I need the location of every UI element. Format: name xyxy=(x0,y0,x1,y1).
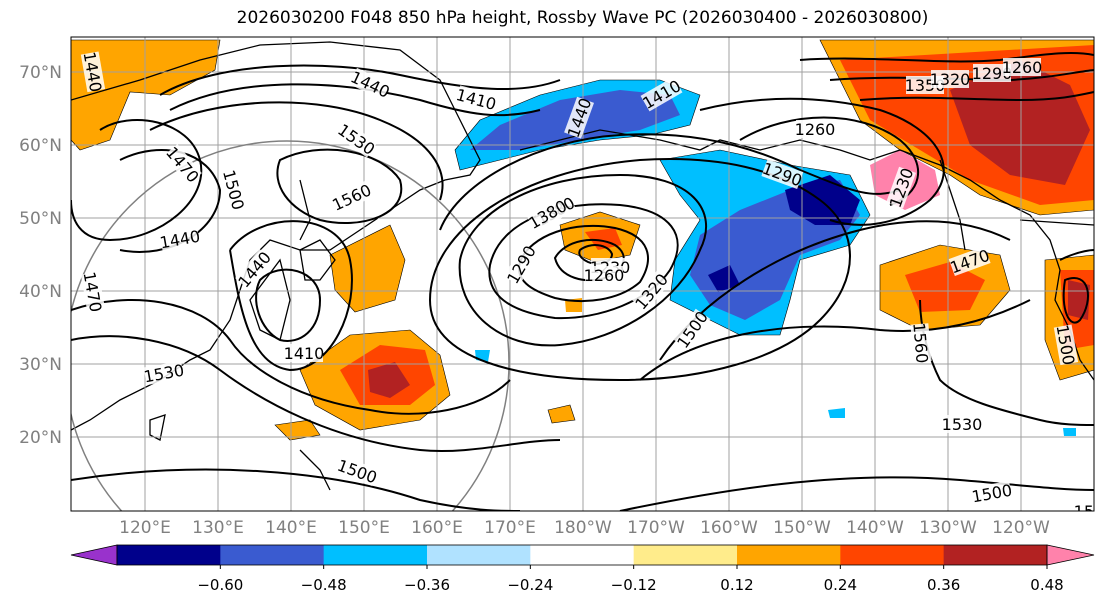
longitude-tick-label: 130°E xyxy=(192,518,244,538)
coastlines xyxy=(71,41,1094,491)
longitude-tick-labels: 120°E 130°E 140°E 150°E 160°E 170°E 180°W 170°W… xyxy=(119,518,1050,538)
colorbar-segment xyxy=(737,545,841,565)
longitude-tick-label: 150°E xyxy=(338,518,390,538)
colorbar-segment xyxy=(220,545,325,565)
latitude-tick-label: 40°N xyxy=(19,282,62,302)
latitude-tick-label: 50°N xyxy=(19,209,62,229)
latitude-tick-label: 30°N xyxy=(19,355,62,375)
colorbar-segment xyxy=(117,545,221,565)
colorbar-segment xyxy=(530,545,635,565)
contour-label: 1260 xyxy=(584,266,625,285)
colorbar-tick-label: −0.36 xyxy=(404,576,450,594)
longitude-tick-label: 150°W xyxy=(773,518,831,538)
longitude-tick-label: 170°E xyxy=(484,518,536,538)
contour-label: 1500 xyxy=(970,481,1013,507)
colorbar-tick-label: −0.60 xyxy=(197,576,243,594)
range-ring xyxy=(71,140,510,511)
colorbar-segment xyxy=(840,545,945,565)
longitude-tick-label: 120°E xyxy=(119,518,171,538)
contour-label: 1260 xyxy=(1002,58,1043,77)
colorbar-tick-label: −0.24 xyxy=(507,576,553,594)
colorbar-tick-label: 0.12 xyxy=(720,576,753,594)
latitude-tick-label: 70°N xyxy=(19,63,62,83)
colorbar-tick-label: −0.12 xyxy=(611,576,657,594)
colorbar-segment xyxy=(633,545,738,565)
map-title: 2026030200 F048 850 hPa height, Rossby W… xyxy=(236,8,929,28)
longitude-tick-label: 140°W xyxy=(846,518,904,538)
colorbar-tick-label: 0.36 xyxy=(927,576,960,594)
contour-label: 1530 xyxy=(942,415,983,434)
colorbar-segment xyxy=(323,545,428,565)
longitude-tick-label: 180°W xyxy=(554,518,612,538)
svg-text:1410: 1410 xyxy=(284,344,325,363)
longitude-tick-label: 160°E xyxy=(411,518,463,538)
latitude-tick-label: 20°N xyxy=(19,428,62,448)
svg-text:1260: 1260 xyxy=(1002,58,1043,77)
colorbar-over-triangle xyxy=(1046,544,1095,566)
colorbar-under-triangle xyxy=(70,544,118,566)
map-frame xyxy=(70,36,1095,512)
svg-text:1320: 1320 xyxy=(930,70,971,89)
contour-label: 1530 xyxy=(142,361,185,387)
colorbar-tick-label: 0.48 xyxy=(1030,576,1063,594)
svg-text:1260: 1260 xyxy=(584,266,625,285)
contour-label: 1500 xyxy=(1074,502,1105,521)
longitude-tick-label: 130°W xyxy=(919,518,977,538)
svg-text:1500: 1500 xyxy=(1074,502,1105,521)
colorbar-segment xyxy=(427,545,531,565)
contour-label: 1290 xyxy=(972,64,1013,83)
contour-label: 1560 xyxy=(909,322,931,364)
svg-text:1260: 1260 xyxy=(795,120,836,139)
colorbar-segment xyxy=(943,545,1048,565)
latitude-tick-labels: 70°N 60°N 50°N 40°N 30°N 20°N xyxy=(19,63,62,448)
latitude-tick-label: 60°N xyxy=(19,136,62,156)
colorbar-tick-label: −0.48 xyxy=(301,576,347,594)
graticule xyxy=(71,37,1094,511)
height-contours xyxy=(71,51,1094,511)
svg-text:1560: 1560 xyxy=(909,322,931,364)
svg-text:1290: 1290 xyxy=(972,64,1013,83)
colorbar-tick-label: 0.24 xyxy=(824,576,857,594)
longitude-tick-label: 140°E xyxy=(265,518,317,538)
contour-label: 1260 xyxy=(795,120,836,139)
colorbar-tick-labels: −0.60 −0.48 −0.36 −0.24 −0.12 0.12 0.24 0.36 0.4… xyxy=(197,565,1064,594)
svg-text:1530: 1530 xyxy=(942,415,983,434)
longitude-tick-label: 160°W xyxy=(700,518,758,538)
contour-label: 1410 xyxy=(284,344,325,363)
longitude-tick-label: 170°W xyxy=(627,518,685,538)
colorbar xyxy=(70,544,1095,566)
contour-label: 1320 xyxy=(930,70,971,89)
longitude-tick-label: 120°W xyxy=(992,518,1050,538)
